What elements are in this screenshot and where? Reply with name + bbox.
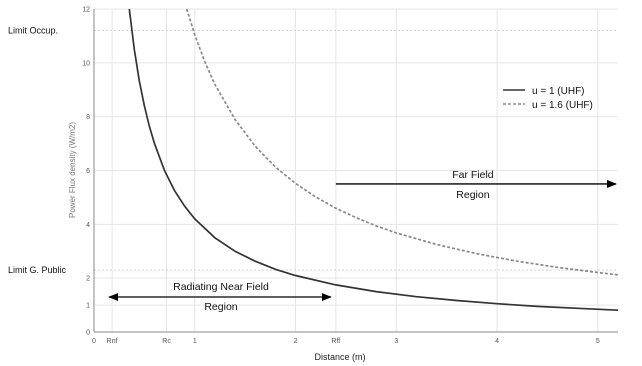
far-field-region-label: Region bbox=[456, 189, 489, 201]
reference-line-label: Limit G. Public bbox=[8, 265, 67, 275]
x-tick-label: 1 bbox=[193, 338, 197, 345]
legend-label-u16: u = 1.6 (UHF) bbox=[532, 100, 593, 111]
y-axis-label: Power Flux density (W/m2) bbox=[68, 122, 77, 218]
series bbox=[128, 8, 619, 312]
x-tick-label: Rff bbox=[331, 338, 340, 345]
series-line-1 bbox=[185, 8, 619, 276]
x-axis-label: Distance (m) bbox=[314, 352, 365, 362]
series-line-0 bbox=[128, 8, 619, 312]
legend-label-u1: u = 1 (UHF) bbox=[532, 86, 585, 97]
y-tick-label: 6 bbox=[86, 168, 90, 175]
reference-line-label: Limit Occup. bbox=[8, 26, 58, 36]
reference-lines: Limit Occup. Limit G. Public bbox=[8, 26, 618, 275]
y-tick-label: 12 bbox=[82, 7, 90, 14]
near-field-label: Radiating Near Field bbox=[173, 281, 269, 293]
x-tick-label: 2 bbox=[294, 338, 298, 345]
annotations: Far Field Region Radiating Near Field Re… bbox=[108, 169, 617, 313]
y-tick-label: 0 bbox=[86, 330, 90, 337]
x-tick-label: 5 bbox=[596, 338, 600, 345]
y-tick-label: 1 bbox=[86, 303, 90, 310]
y-tick-label: 4 bbox=[86, 222, 90, 229]
x-tick-label: 4 bbox=[495, 338, 499, 345]
y-tick-label: 8 bbox=[86, 114, 90, 121]
y-tick-label: 2 bbox=[86, 276, 90, 283]
axes bbox=[93, 9, 618, 333]
legend: u = 1 (UHF) u = 1.6 (UHF) bbox=[503, 86, 593, 111]
x-ticks: 0 Rnf Rc 1 2 Rff 3 4 5 bbox=[92, 338, 600, 345]
x-tick-label: 3 bbox=[394, 338, 398, 345]
near-field-region-label: Region bbox=[204, 301, 237, 313]
x-tick-label: 0 bbox=[92, 338, 96, 345]
far-field-label: Far Field bbox=[452, 169, 494, 181]
y-tick-label: 10 bbox=[82, 60, 90, 67]
grid bbox=[94, 8, 618, 332]
x-tick-label: Rc bbox=[162, 338, 171, 345]
x-tick-label: Rnf bbox=[107, 338, 118, 345]
